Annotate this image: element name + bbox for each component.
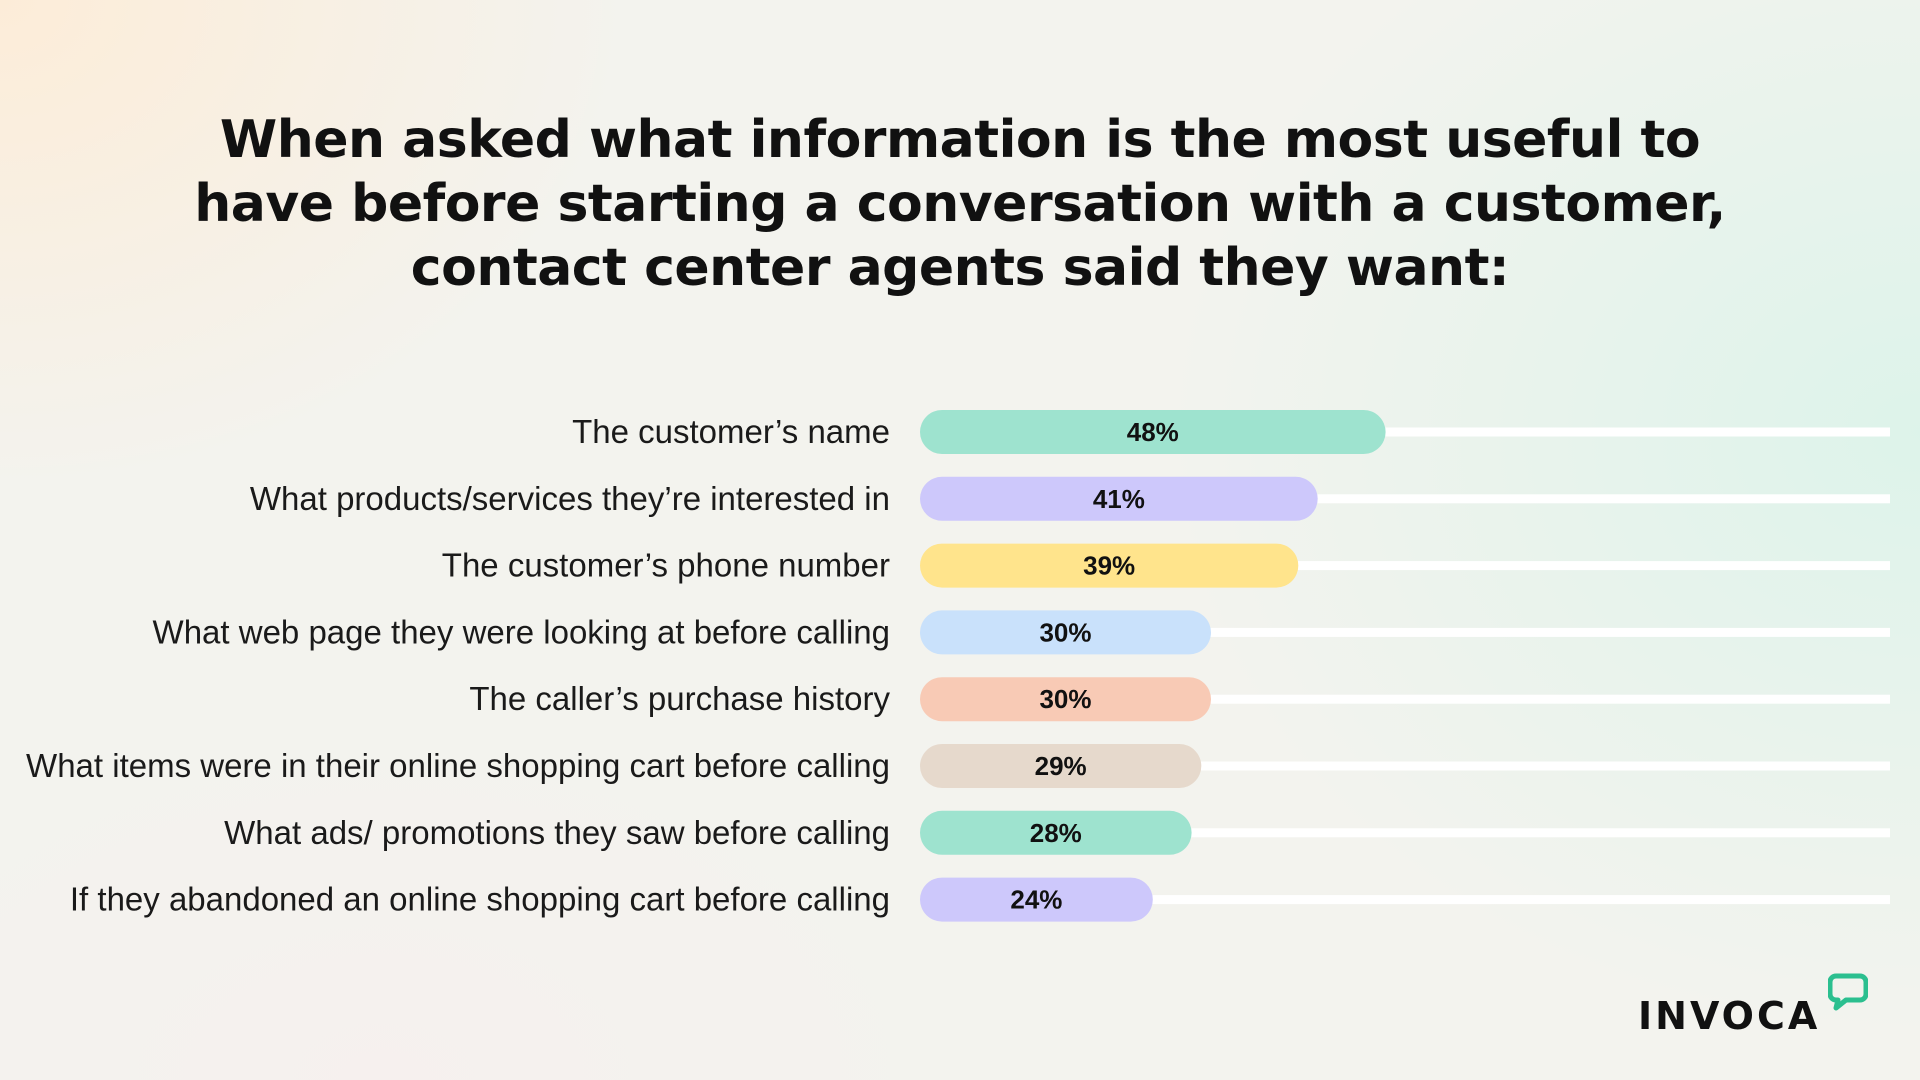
- bar: [920, 677, 1211, 722]
- bar-value-label: 39%: [1083, 551, 1135, 581]
- bar: [920, 476, 1318, 521]
- category-label: What products/services they’re intereste…: [250, 480, 890, 517]
- bar: [920, 877, 1153, 922]
- bar: [920, 810, 1192, 855]
- category-label: What web page they were looking at befor…: [153, 613, 890, 650]
- category-label: The customer’s phone number: [442, 547, 890, 584]
- bar-value-label: 29%: [1035, 751, 1087, 781]
- bar-value-label: 41%: [1093, 484, 1145, 514]
- bar: [920, 410, 1386, 454]
- category-label: The caller’s purchase history: [469, 680, 890, 717]
- chart-title: When asked what information is the most …: [194, 110, 1726, 298]
- bar-track: [940, 494, 1890, 504]
- bar-track: [940, 627, 1890, 637]
- logo-wordmark: INVOCA: [1638, 994, 1821, 1038]
- category-label: What ads/ promotions they saw before cal…: [224, 814, 890, 851]
- category-label: The customer’s name: [572, 413, 890, 450]
- bar-value-label: 24%: [1010, 885, 1062, 915]
- speech-bubble-icon: [1828, 973, 1868, 1011]
- bar-value-label: 30%: [1039, 617, 1091, 647]
- bar-track: [940, 694, 1890, 704]
- bar-value-label: 48%: [1127, 417, 1179, 447]
- bar-track: [940, 828, 1890, 838]
- bar-track: [940, 761, 1890, 771]
- bar-track: [940, 895, 1890, 905]
- bar-track: [940, 427, 1890, 437]
- bar-value-label: 30%: [1039, 684, 1091, 714]
- bar: [920, 610, 1211, 655]
- bar-track: [940, 561, 1890, 571]
- bar-value-label: 28%: [1030, 818, 1082, 848]
- invoca-logo: INVOCA: [1638, 972, 1868, 1036]
- bar: [920, 744, 1202, 788]
- bar: [920, 543, 1299, 588]
- category-label: If they abandoned an online shopping car…: [70, 881, 890, 918]
- category-label: What items were in their online shopping…: [26, 747, 890, 784]
